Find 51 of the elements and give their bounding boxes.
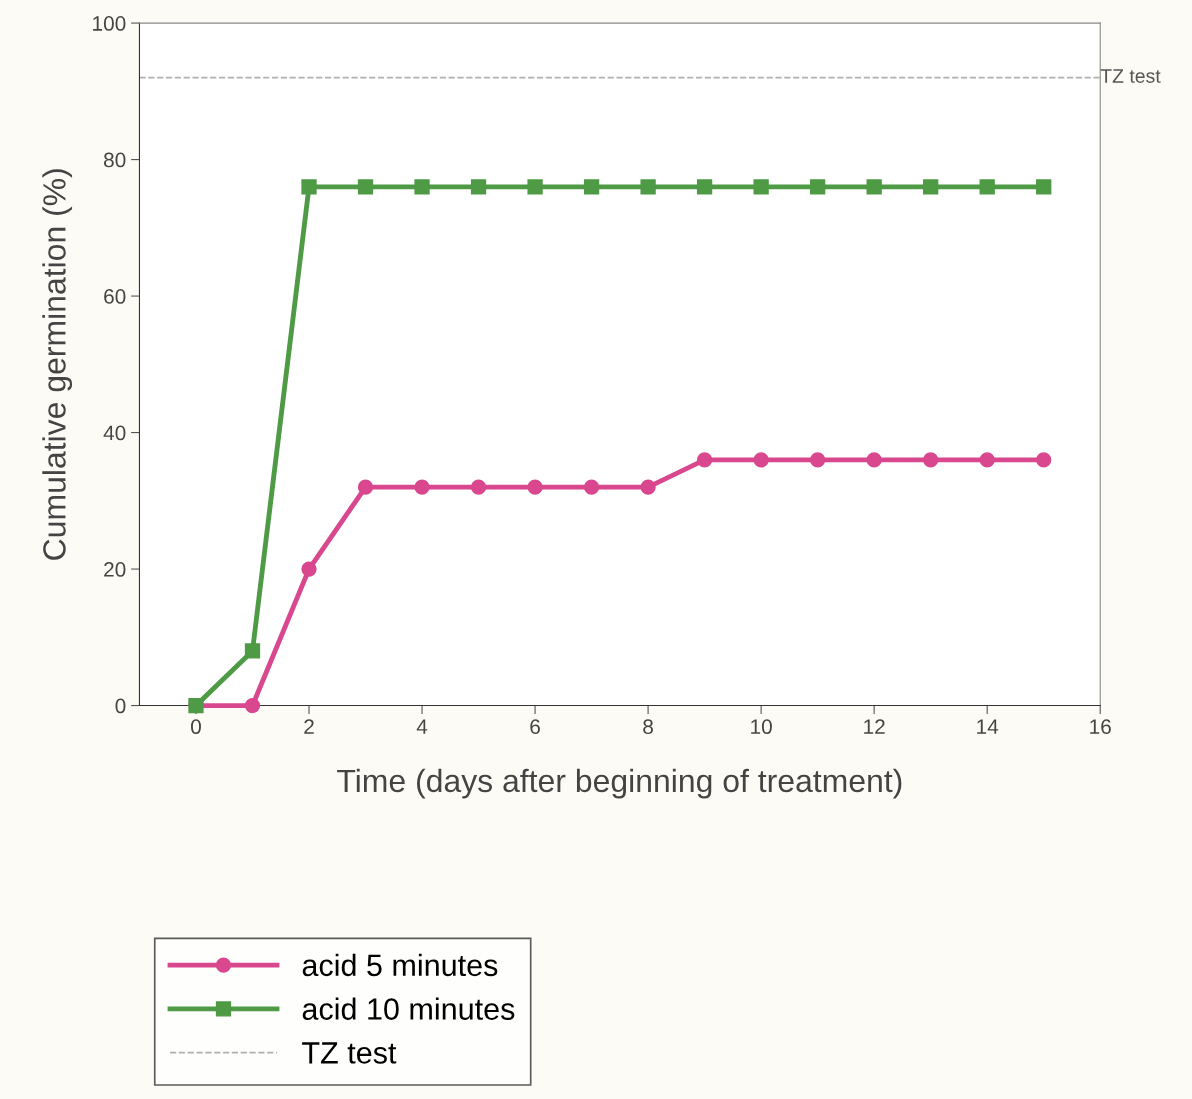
ref-line-label: TZ test — [1100, 69, 1161, 83]
x-tick-label: 16 — [1090, 719, 1111, 735]
point — [923, 452, 939, 468]
point — [470, 179, 487, 195]
x-tick-label: 8 — [643, 719, 653, 735]
x-tick-label: 4 — [416, 719, 428, 734]
point — [753, 452, 769, 468]
point — [583, 179, 600, 195]
point — [357, 179, 374, 195]
x-tick-label: 0 — [191, 719, 201, 735]
y-tick-label: 100 — [93, 16, 126, 31]
point — [414, 179, 430, 195]
point — [979, 179, 995, 195]
x-tick-label: 12 — [864, 719, 885, 734]
point — [301, 179, 317, 195]
point — [301, 561, 317, 577]
point — [1036, 179, 1052, 195]
legend-label: acid 5 minutes — [302, 953, 498, 977]
legend-label: acid 10 minutes — [302, 997, 515, 1020]
point — [414, 479, 430, 495]
point — [923, 179, 939, 195]
point — [527, 479, 543, 495]
y-tick-label: 80 — [104, 152, 126, 168]
point — [244, 643, 261, 659]
point — [810, 179, 826, 195]
point — [640, 479, 656, 495]
y-tick-label: 40 — [103, 425, 126, 441]
x-tick-label: 2 — [304, 719, 314, 734]
point — [244, 697, 261, 714]
point — [357, 479, 374, 495]
y-tick-label: 0 — [115, 698, 126, 714]
x-tick-label: 14 — [977, 719, 999, 734]
point — [696, 452, 713, 468]
point — [470, 479, 487, 495]
text: TZ test — [302, 1042, 397, 1064]
y-axis-title: Cumulative germination (%) — [42, 169, 73, 560]
point — [640, 179, 656, 195]
x-tick-label: 6 — [530, 719, 540, 735]
point — [866, 452, 882, 468]
point — [696, 179, 713, 195]
point — [753, 179, 769, 195]
x-tick-label: 10 — [751, 719, 772, 735]
point — [527, 179, 543, 195]
point — [1036, 452, 1052, 468]
point — [979, 452, 995, 468]
point — [583, 479, 600, 495]
y-tick-label: 60 — [104, 289, 126, 304]
point — [810, 452, 826, 468]
y-tick-label: 20 — [104, 562, 126, 577]
point — [866, 179, 882, 195]
x-axis-title: Time (days after beginning of treatment) — [337, 768, 902, 799]
